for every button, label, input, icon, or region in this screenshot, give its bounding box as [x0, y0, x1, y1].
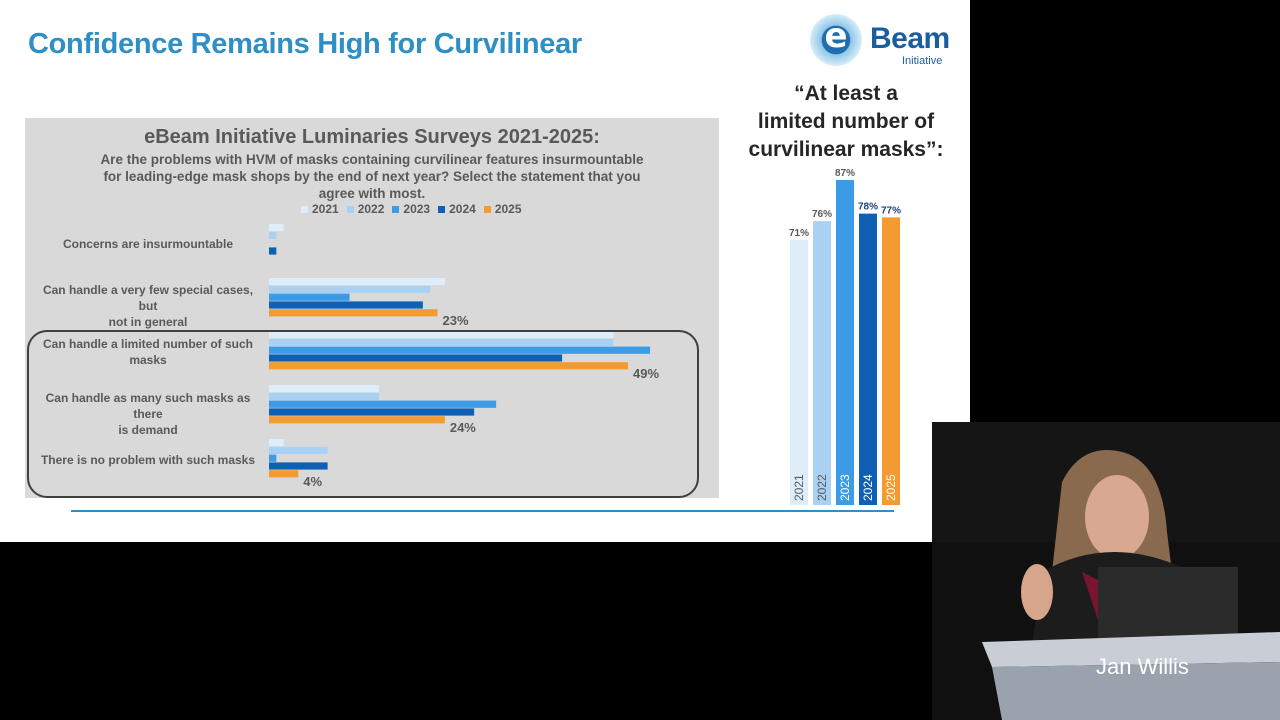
legend-swatch — [438, 205, 446, 213]
slide: Confidence Remains High for Curvilinear … — [0, 0, 970, 542]
bar-2024 — [269, 408, 475, 416]
bar-2024 — [269, 247, 277, 255]
category-label-line: Can handle a very few special cases, but — [42, 283, 254, 313]
bar-2022 — [269, 392, 379, 400]
bar-2023 — [269, 346, 651, 354]
bar-2024 — [269, 462, 328, 470]
legend-swatch — [301, 205, 308, 213]
legend-swatch — [346, 205, 354, 213]
bar-2021 — [269, 439, 284, 447]
vbar-year-label: 2022 — [815, 474, 829, 501]
chart-legend: 2021 2022 2023 2024 2025 — [301, 202, 522, 216]
legend-label: 2024 — [449, 202, 476, 216]
data-label: 49% — [633, 366, 659, 381]
vbar-2021 — [790, 239, 808, 505]
logo-subtitle: Initiative — [902, 55, 943, 67]
bar-2022 — [269, 285, 431, 293]
legend-item-2021: 2021 — [301, 202, 339, 216]
category-label-line: not in general — [108, 315, 188, 329]
quote-line-1: “At least a — [794, 82, 898, 105]
vbar-value-label: 76% — [812, 209, 832, 220]
legend-swatch — [392, 205, 400, 213]
divider-rule — [71, 510, 894, 512]
vbar-2025 — [882, 217, 900, 505]
vbar-year-label: 2021 — [792, 474, 806, 501]
legend-item-2024: 2024 — [438, 202, 476, 216]
data-label: 24% — [450, 420, 476, 435]
logo-mark: e — [824, 16, 848, 56]
speaker-video — [932, 422, 1280, 720]
vbar-2023 — [836, 180, 854, 505]
category-label-line: Can handle as many such masks as there — [45, 391, 251, 421]
vbar-value-label: 87% — [835, 168, 855, 179]
logo-circle-icon — [810, 14, 862, 66]
bar-2021 — [269, 385, 379, 393]
bar-2024 — [269, 301, 423, 309]
category-label: Can handle a very few special cases, but… — [35, 282, 261, 330]
bar-2022 — [269, 231, 277, 239]
survey-chart-panel: eBeam Initiative Luminaries Surveys 2021… — [25, 118, 719, 498]
quote-text: “At least a limited number of curvilinea… — [740, 80, 952, 164]
bar-2025 — [269, 362, 629, 370]
bar-2021 — [269, 278, 445, 286]
chart-subtitle: Are the problems with HVM of masks conta… — [100, 152, 644, 201]
legend-item-2022: 2022 — [346, 202, 385, 216]
vbar-value-label: 77% — [881, 205, 901, 216]
bar-2025 — [269, 416, 445, 424]
legend-label: 2022 — [357, 202, 385, 216]
bar-2023 — [269, 400, 497, 408]
legend-label: 2025 — [494, 202, 522, 216]
category-label-line: Concerns are insurmountable — [62, 237, 234, 251]
vertical-bar-chart: 71% 2021 76% 2022 87% 2023 78% 2024 77% 2025 — [789, 168, 901, 505]
bar-2023 — [269, 293, 350, 301]
logo-word: Beam — [870, 22, 950, 55]
vbar-year-label: 2025 — [884, 474, 898, 501]
bar-2024 — [269, 354, 563, 362]
bar-2021 — [269, 331, 614, 339]
category-label: There is no problem with such masks — [35, 452, 261, 468]
bar-2025 — [269, 309, 438, 317]
bar-2025 — [269, 470, 299, 478]
category-label-line: masks — [129, 353, 167, 367]
vbar-2022 — [813, 221, 831, 505]
vbar-2024 — [859, 213, 877, 505]
highlight-box — [27, 330, 699, 498]
data-label: 4% — [303, 474, 322, 489]
slide-title: Confidence Remains High for Curvilinear — [28, 28, 582, 60]
chart-title: eBeam Initiative Luminaries Surveys 2021… — [144, 126, 600, 148]
category-label-line: is demand — [118, 423, 178, 437]
legend-label: 2021 — [312, 202, 339, 216]
speaker-scene — [932, 422, 1280, 720]
vbar-value-label: 71% — [789, 228, 809, 239]
category-label-line: Can handle a limited number of such — [42, 337, 254, 351]
horizontal-bar-chart: 23% 49% 24% 4% — [269, 224, 659, 489]
category-label: Can handle as many such masks as there is… — [35, 390, 261, 438]
legend-item-2023: 2023 — [392, 202, 430, 216]
data-label: 23% — [443, 313, 469, 328]
bar-2022 — [269, 446, 328, 454]
quote-line-3: curvilinear masks”: — [748, 138, 944, 161]
bar-2021 — [269, 224, 284, 232]
vbar-value-label: 78% — [858, 202, 878, 213]
quote-line-2: limited number of — [757, 110, 935, 133]
vbar-year-label: 2023 — [838, 474, 852, 501]
speaker-name: Jan Willis — [1096, 654, 1189, 679]
legend-item-2025: 2025 — [483, 202, 522, 216]
bar-2022 — [269, 338, 614, 346]
vbar-year-label: 2024 — [861, 474, 875, 501]
category-label-line: There is no problem with such masks — [40, 453, 256, 467]
category-label: Concerns are insurmountable — [35, 236, 261, 252]
legend-swatch — [483, 205, 491, 213]
legend-label: 2023 — [403, 202, 431, 216]
ebeam-logo: e Beam Initiative — [806, 10, 966, 70]
category-label: Can handle a limited number of such masks — [35, 336, 261, 368]
bar-2023 — [269, 454, 277, 462]
